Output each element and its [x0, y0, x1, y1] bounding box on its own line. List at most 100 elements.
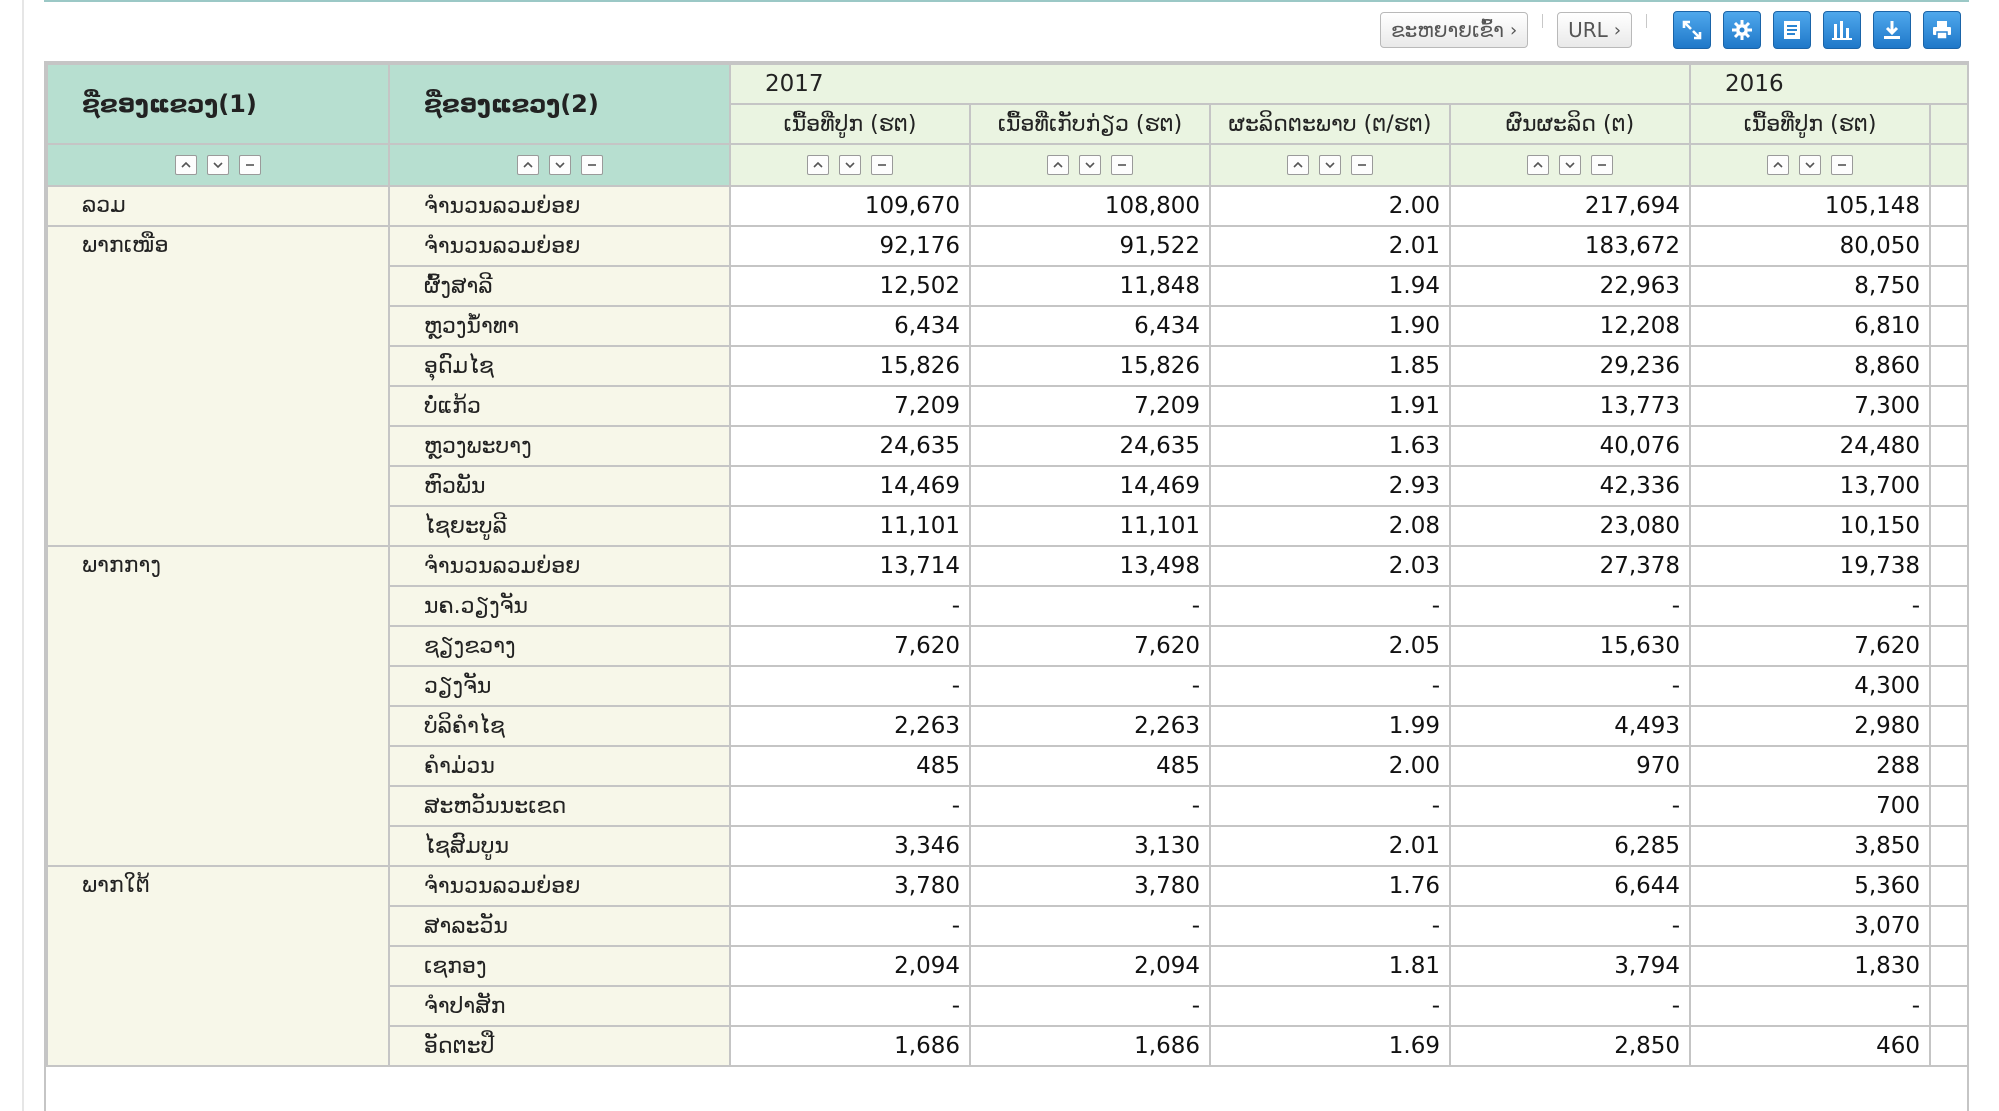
document-icon[interactable]	[1773, 11, 1812, 49]
table-cell: -	[969, 985, 1211, 1027]
table-cell: -	[969, 905, 1211, 947]
table-cell: 1.91	[1209, 385, 1451, 427]
table-cell-overflow	[1929, 945, 1967, 987]
data-table-frame: ຊື່ຂອງແຂວງ(1) ຊື່ຂອງແຂວງ(2) 2017 2016 ເນ…	[44, 61, 1969, 1111]
measure-header-harvested-area[interactable]: ເນື້ອທີ່ເກັບກ່ຽວ (ຮຕ)	[969, 103, 1211, 145]
collapse-icon[interactable]	[871, 155, 893, 176]
sort-ascending-icon[interactable]	[1767, 155, 1790, 176]
table-cell: 6,434	[969, 305, 1211, 347]
table-cell-overflow	[1929, 665, 1967, 707]
province-label: ຫົວພັນ	[388, 465, 731, 507]
collapse-icon[interactable]	[1351, 155, 1373, 176]
measure-header-yield[interactable]: ຜະລິດຕະພາບ (ຕ/ຮຕ)	[1209, 103, 1451, 145]
table-cell-overflow	[1929, 985, 1967, 1027]
table-cell: 108,800	[969, 185, 1211, 227]
download-icon[interactable]	[1873, 11, 1912, 49]
sort-descending-icon[interactable]	[1319, 155, 1341, 176]
sort-descending-icon[interactable]	[548, 155, 571, 176]
region-label: ພາກກາງ	[46, 545, 390, 867]
toolbar: ຂະຫຍາຍເຂົ້າ › URL ›	[1380, 10, 1962, 50]
url-button[interactable]: URL ›	[1557, 12, 1633, 48]
table-cell-overflow	[1929, 745, 1967, 787]
table-row: ຫຼວງນ້ຳທາ 6,434 6,434 1.90 12,208 6,810	[47, 305, 1967, 347]
data-table: ຊື່ຂອງແຂວງ(1) ຊື່ຂອງແຂວງ(2) 2017 2016 ເນ…	[46, 63, 1967, 1067]
province-label: ຈຳປາສັກ	[388, 985, 731, 1027]
table-cell-overflow	[1929, 265, 1967, 307]
table-cell-overflow	[1929, 185, 1967, 227]
expand-button[interactable]: ຂະຫຍາຍເຂົ້າ ›	[1380, 12, 1529, 48]
table-cell: 14,469	[729, 465, 971, 507]
dim2-header[interactable]: ຊື່ຂອງແຂວງ(2)	[388, 63, 731, 145]
table-cell: 14,469	[969, 465, 1211, 507]
table-cell: 183,672	[1448, 225, 1692, 267]
collapse-icon[interactable]	[1831, 155, 1854, 176]
table-cell: 10,150	[1689, 505, 1932, 547]
province-label: ຜົ້ງສາລີ	[388, 265, 731, 307]
table-cell: 3,346	[729, 825, 971, 867]
sort-controls	[1929, 143, 1967, 187]
sort-descending-icon[interactable]	[1799, 155, 1822, 176]
table-cell: 1.94	[1209, 265, 1451, 307]
table-cell-overflow	[1929, 825, 1967, 867]
table-row: ຊຽງຂວາງ 7,620 7,620 2.05 15,630 7,620	[47, 625, 1967, 667]
left-border	[22, 0, 24, 1111]
collapse-icon[interactable]	[239, 155, 261, 176]
table-cell: 92,176	[729, 225, 971, 267]
sort-ascending-icon[interactable]	[175, 155, 197, 176]
table-cell: 2,094	[729, 945, 971, 987]
table-cell: 27,378	[1448, 545, 1692, 587]
table-cell: 3,780	[729, 865, 971, 907]
sort-descending-icon[interactable]	[207, 155, 229, 176]
collapse-icon[interactable]	[1111, 155, 1133, 176]
table-row: ຜົ້ງສາລີ 12,502 11,848 1.94 22,963 8,750	[47, 265, 1967, 307]
table-cell: 5,360	[1689, 865, 1932, 907]
chart-icon[interactable]	[1823, 11, 1862, 49]
table-cell: 13,714	[729, 545, 971, 587]
table-row: ເຊກອງ 2,094 2,094 1.81 3,794 1,830	[47, 945, 1967, 987]
table-cell: 11,848	[969, 265, 1211, 307]
measure-header-planted-area[interactable]: ເນື້ອທີ່ປູກ (ຮຕ)	[729, 103, 971, 145]
sort-ascending-icon[interactable]	[1047, 155, 1069, 176]
collapse-icon[interactable]	[580, 155, 603, 176]
table-row: ພາກກາງ ຈຳນວນລວມຍ່ອຍ 13,714 13,498 2.03 27,378…	[46, 545, 1967, 867]
table-row: ອຸດົມໄຊ 15,826 15,826 1.85 29,236 8,860	[47, 345, 1967, 387]
measure-header-production[interactable]: ຜົນຜະລິດ (ຕ)	[1448, 103, 1692, 145]
table-cell: 485	[729, 745, 971, 787]
table-cell: 7,300	[1689, 385, 1932, 427]
table-cell: 700	[1689, 785, 1932, 827]
table-row: ບໍລິຄຳໄຊ 2,263 2,263 1.99 4,493 2,980	[47, 705, 1967, 747]
table-cell: 7,620	[969, 625, 1211, 667]
resize-icon[interactable]	[1673, 11, 1712, 49]
table-cell: 1.90	[1209, 305, 1451, 347]
table-cell: 288	[1689, 745, 1932, 787]
table-cell: -	[729, 585, 971, 627]
sort-controls	[1209, 143, 1451, 187]
sort-ascending-icon[interactable]	[807, 155, 829, 176]
province-label: ຫຼວງພະບາງ	[388, 425, 731, 467]
table-row: ຫຼວງພະບາງ 24,635 24,635 1.63 40,076 24,480	[47, 425, 1967, 467]
province-label: ວຽງຈັນ	[388, 665, 731, 707]
table-cell: 485	[969, 745, 1211, 787]
table-cell: -	[969, 785, 1211, 827]
sort-descending-icon[interactable]	[1559, 155, 1582, 176]
sort-descending-icon[interactable]	[839, 155, 861, 176]
table-cell: 12,502	[729, 265, 971, 307]
year-header-2016: 2016	[1689, 63, 1967, 105]
sort-descending-icon[interactable]	[1079, 155, 1101, 176]
sort-ascending-icon[interactable]	[1287, 155, 1309, 176]
print-icon[interactable]	[1923, 11, 1962, 49]
collapse-icon[interactable]	[1591, 155, 1614, 176]
dim1-header[interactable]: ຊື່ຂອງແຂວງ(1)	[46, 63, 390, 145]
table-cell-overflow	[1929, 465, 1967, 507]
expand-label: ຂະຫຍາຍເຂົ້າ	[1391, 18, 1504, 42]
table-cell: 2.00	[1209, 185, 1451, 227]
table-cell: 3,850	[1689, 825, 1932, 867]
province-label: ຫຼວງນ້ຳທາ	[388, 305, 731, 347]
sort-ascending-icon[interactable]	[516, 155, 539, 176]
table-cell-overflow	[1929, 345, 1967, 387]
settings-icon[interactable]	[1723, 11, 1762, 49]
sort-ascending-icon[interactable]	[1527, 155, 1550, 176]
measure-header-planted-area-2016[interactable]: ເນື້ອທີ່ປູກ (ຮຕ)	[1689, 103, 1932, 145]
table-row: ຫົວພັນ 14,469 14,469 2.93 42,336 13,700	[47, 465, 1967, 507]
table-cell: -	[1448, 665, 1692, 707]
